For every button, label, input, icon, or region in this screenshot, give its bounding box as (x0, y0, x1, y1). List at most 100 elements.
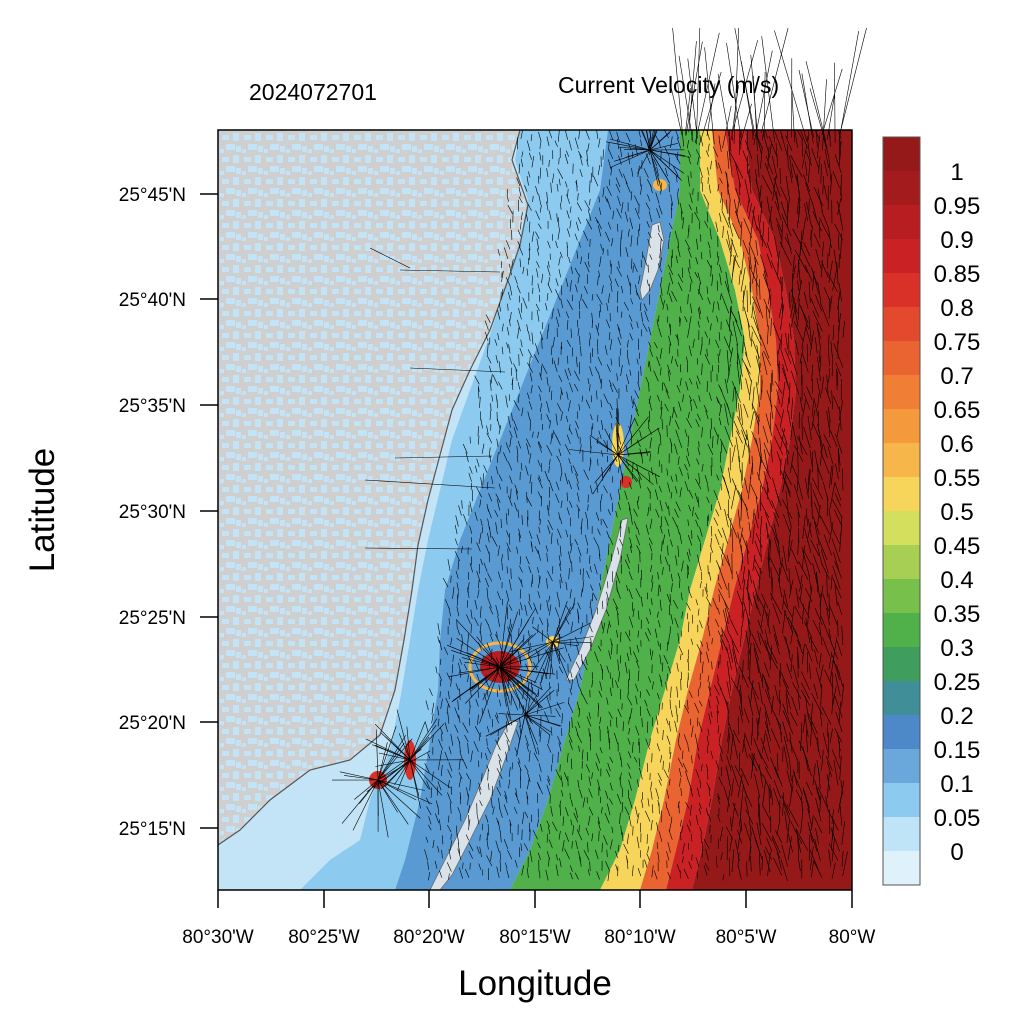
velocity-arrow (657, 851, 660, 862)
velocity-arrow (519, 717, 521, 728)
velocity-arrow (656, 822, 659, 831)
velocity-arrow (427, 753, 431, 759)
velocity-arrow (462, 862, 464, 869)
velocity-arrow (691, 755, 693, 764)
velocity-arrow (807, 469, 810, 485)
velocity-arrow (481, 443, 485, 454)
jet-arrow (409, 718, 438, 761)
jet-arrow (552, 636, 594, 643)
velocity-arrow (622, 832, 624, 842)
velocity-arrow (694, 733, 698, 743)
velocity-arrow (465, 868, 470, 878)
velocity-arrow (611, 238, 614, 247)
velocity-arrow (516, 445, 519, 457)
velocity-arrow (496, 768, 503, 780)
velocity-arrow (726, 755, 732, 771)
velocity-arrow (672, 165, 679, 177)
velocity-arrow (675, 474, 678, 482)
velocity-arrow (564, 848, 570, 860)
jet-arrow (552, 641, 561, 664)
velocity-arrow (689, 282, 692, 293)
velocity-arrow (752, 316, 762, 340)
velocity-arrow (739, 625, 743, 647)
colorbar-label: 1 (950, 159, 963, 186)
velocity-arrow (779, 723, 782, 743)
jet-arrow (499, 666, 537, 683)
velocity-arrow (713, 427, 719, 437)
velocity-arrow (696, 741, 699, 751)
velocity-arrow (589, 555, 591, 564)
velocity-arrow (738, 311, 743, 330)
velocity-arrow (518, 196, 523, 204)
velocity-arrow (834, 728, 843, 743)
velocity-arrow (660, 554, 662, 564)
velocity-arrow (799, 346, 804, 364)
velocity-arrow (789, 168, 793, 184)
velocity-arrow (692, 338, 695, 348)
velocity-arrow (606, 697, 609, 705)
velocity-arrow (781, 221, 783, 248)
velocity-arrow (729, 239, 733, 266)
velocity-arrow (508, 292, 511, 301)
velocity-arrow (782, 474, 787, 492)
velocity-arrow (567, 228, 571, 237)
velocity-arrow (829, 605, 838, 626)
velocity-arrow (678, 802, 680, 814)
jet-arrow (592, 454, 619, 495)
velocity-arrow (705, 848, 709, 861)
velocity-arrow (767, 554, 771, 579)
velocity-arrow (588, 788, 593, 798)
overflow-arrow (704, 47, 715, 145)
velocity-arrow (671, 816, 673, 824)
velocity-arrow (836, 262, 839, 285)
velocity-arrow (478, 863, 482, 870)
velocity-arrow (783, 802, 791, 823)
velocity-arrow (546, 743, 552, 753)
velocity-arrow (694, 211, 700, 222)
y-axis: 25°45'N 25°40'N 25°35'N 25°30'N 25°25'N … (119, 185, 218, 840)
velocity-arrow (612, 210, 614, 220)
velocity-arrow (606, 768, 611, 777)
velocity-arrow (565, 181, 568, 188)
velocity-arrow (520, 579, 523, 588)
velocity-arrow (490, 403, 492, 412)
overflow-arrow (731, 40, 758, 134)
velocity-arrow (555, 769, 562, 780)
velocity-arrow (509, 311, 512, 322)
velocity-arrow (684, 704, 690, 714)
velocity-arrow (834, 580, 838, 606)
velocity-arrow (783, 514, 791, 534)
velocity-arrow (559, 251, 563, 258)
velocity-arrow (564, 153, 569, 165)
velocity-arrow (651, 575, 653, 583)
velocity-arrow (585, 764, 590, 773)
velocity-arrow (515, 787, 518, 798)
velocity-arrow (784, 347, 792, 364)
velocity-arrow (476, 486, 482, 498)
velocity-arrow (793, 305, 799, 327)
velocity-arrow (673, 599, 679, 609)
velocity-arrow (511, 762, 513, 770)
velocity-arrow (667, 545, 669, 556)
jet-arrow (394, 759, 411, 786)
velocity-arrow (597, 322, 600, 330)
velocity-arrow (669, 823, 672, 832)
velocity-arrow (522, 634, 525, 643)
velocity-arrow (754, 837, 764, 862)
velocity-arrow (539, 152, 542, 161)
velocity-arrow (768, 539, 770, 556)
velocity-arrow (771, 525, 780, 546)
velocity-arrow (828, 843, 839, 861)
velocity-arrow (823, 185, 828, 201)
velocity-arrow (695, 419, 700, 428)
velocity-arrow (645, 524, 649, 535)
velocity-arrow (456, 825, 458, 836)
velocity-arrow (758, 456, 762, 480)
velocity-arrow (766, 242, 773, 258)
velocity-arrow (689, 819, 692, 827)
velocity-arrow (626, 274, 631, 287)
velocity-arrow (768, 288, 771, 305)
velocity-arrow (619, 772, 622, 781)
velocity-arrow (537, 842, 541, 849)
velocity-arrow (436, 800, 439, 808)
